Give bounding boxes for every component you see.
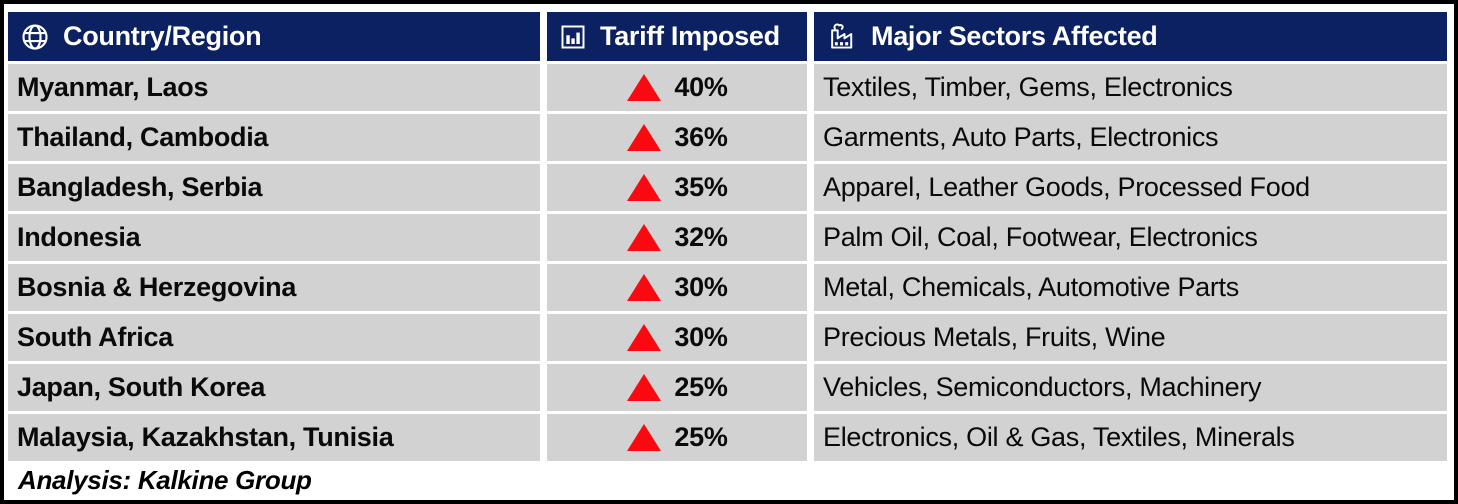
sectors-list: Textiles, Timber, Gems, Electronics — [823, 72, 1233, 102]
tariff-cell: 36% — [547, 114, 807, 161]
sectors-list: Palm Oil, Coal, Footwear, Electronics — [823, 222, 1258, 252]
sectors-cell: Electronics, Oil & Gas, Textiles, Minera… — [814, 414, 1447, 461]
tariff-up-triangle-icon — [626, 323, 662, 352]
country-name: Myanmar, Laos — [17, 72, 209, 102]
tariff-table: Country/Region Tariff Imposed — [8, 12, 1447, 461]
tariff-cell: 40% — [547, 64, 807, 111]
column-header-label: Major Sectors Affected — [871, 21, 1158, 51]
tariff-value: 40% — [674, 72, 728, 102]
globe-icon — [20, 22, 50, 52]
country-cell: Bosnia & Herzegovina — [8, 264, 540, 311]
sectors-cell: Apparel, Leather Goods, Processed Food — [814, 164, 1447, 211]
sectors-cell: Precious Metals, Fruits, Wine — [814, 314, 1447, 361]
sectors-list: Apparel, Leather Goods, Processed Food — [823, 172, 1310, 202]
column-header-sectors: Major Sectors Affected — [814, 12, 1447, 61]
country-cell: Indonesia — [8, 214, 540, 261]
tariff-value: 25% — [674, 422, 728, 452]
tariff-up-triangle-icon — [626, 373, 662, 402]
sectors-cell: Textiles, Timber, Gems, Electronics — [814, 64, 1447, 111]
sectors-cell: Palm Oil, Coal, Footwear, Electronics — [814, 214, 1447, 261]
country-cell: Japan, South Korea — [8, 364, 540, 411]
sectors-list: Vehicles, Semiconductors, Machinery — [823, 372, 1262, 402]
column-header-tariff: Tariff Imposed — [547, 12, 807, 61]
factory-icon — [826, 21, 858, 52]
country-name: Thailand, Cambodia — [17, 122, 269, 152]
tariff-value: 36% — [674, 122, 728, 152]
sectors-cell: Metal, Chemicals, Automotive Parts — [814, 264, 1447, 311]
country-name: South Africa — [17, 322, 173, 352]
tariff-cell: 35% — [547, 164, 807, 211]
country-cell: Malaysia, Kazakhstan, Tunisia — [8, 414, 540, 461]
country-cell: Bangladesh, Serbia — [8, 164, 540, 211]
column-header-label: Country/Region — [63, 21, 262, 51]
tariff-value: 32% — [674, 222, 728, 252]
country-cell: Thailand, Cambodia — [8, 114, 540, 161]
sectors-cell: Vehicles, Semiconductors, Machinery — [814, 364, 1447, 411]
sectors-list: Garments, Auto Parts, Electronics — [823, 122, 1219, 152]
tariff-cell: 25% — [547, 414, 807, 461]
tariff-up-triangle-icon — [626, 273, 662, 302]
tariff-value: 30% — [674, 322, 728, 352]
tariff-up-triangle-icon — [626, 423, 662, 452]
sectors-cell: Garments, Auto Parts, Electronics — [814, 114, 1447, 161]
column-header-label: Tariff Imposed — [600, 21, 780, 51]
country-name: Bosnia & Herzegovina — [17, 272, 297, 302]
tariff-up-triangle-icon — [626, 173, 662, 202]
tariff-cell: 30% — [547, 264, 807, 311]
tariff-value: 25% — [674, 372, 728, 402]
sectors-list: Metal, Chemicals, Automotive Parts — [823, 272, 1239, 302]
source-note: Analysis: Kalkine Group — [8, 461, 1447, 500]
tariff-cell: 25% — [547, 364, 807, 411]
country-name: Japan, South Korea — [17, 372, 266, 402]
tariff-up-triangle-icon — [626, 123, 662, 152]
country-name: Indonesia — [17, 222, 141, 252]
bar-chart-icon — [559, 23, 587, 51]
tariff-value: 30% — [674, 272, 728, 302]
tariff-up-triangle-icon — [626, 223, 662, 252]
country-cell: South Africa — [8, 314, 540, 361]
column-header-country: Country/Region — [8, 12, 540, 61]
country-name: Bangladesh, Serbia — [17, 172, 263, 202]
country-name: Malaysia, Kazakhstan, Tunisia — [17, 422, 394, 452]
sectors-list: Electronics, Oil & Gas, Textiles, Minera… — [823, 422, 1295, 452]
tariff-value: 35% — [674, 172, 728, 202]
sectors-list: Precious Metals, Fruits, Wine — [823, 322, 1166, 352]
tariff-up-triangle-icon — [626, 73, 662, 102]
tariff-cell: 32% — [547, 214, 807, 261]
tariff-cell: 30% — [547, 314, 807, 361]
country-cell: Myanmar, Laos — [8, 64, 540, 111]
